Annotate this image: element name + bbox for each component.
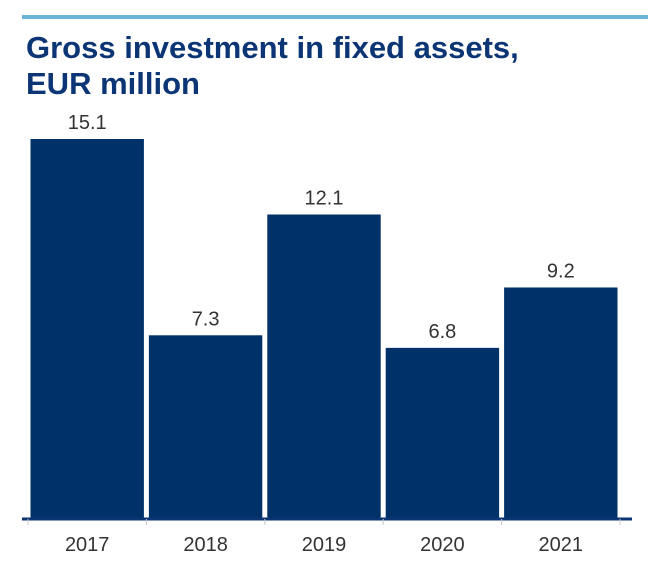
bar-2021: [504, 287, 618, 519]
data-label-2018: 7.3: [192, 308, 220, 330]
x-axis-tick-labels: 2017 2018 2019 2020 2021: [65, 534, 583, 556]
bar-2020: [385, 347, 500, 519]
data-label-2017: 15.1: [68, 112, 107, 134]
chart-title: Gross investment in fixed assets, EUR mi…: [26, 30, 519, 101]
bar-2018: [148, 335, 263, 519]
data-label-2019: 12.1: [305, 188, 344, 210]
data-labels: 15.1 7.3 12.1 6.8 9.2: [68, 112, 575, 343]
title-accent-rule: [22, 15, 648, 19]
bar-2017: [30, 139, 144, 519]
bar-series: [30, 139, 618, 519]
x-tick-label-2018: 2018: [183, 534, 228, 556]
data-label-2021: 9.2: [547, 260, 575, 282]
x-tick-label-2017: 2017: [65, 534, 110, 556]
data-label-2020: 6.8: [428, 321, 456, 343]
x-tick-label-2019: 2019: [302, 534, 347, 556]
x-tick-label-2021: 2021: [539, 534, 584, 556]
x-axis-ticks: [27, 519, 621, 525]
x-tick-label-2020: 2020: [420, 534, 465, 556]
bar-2019: [267, 214, 381, 519]
